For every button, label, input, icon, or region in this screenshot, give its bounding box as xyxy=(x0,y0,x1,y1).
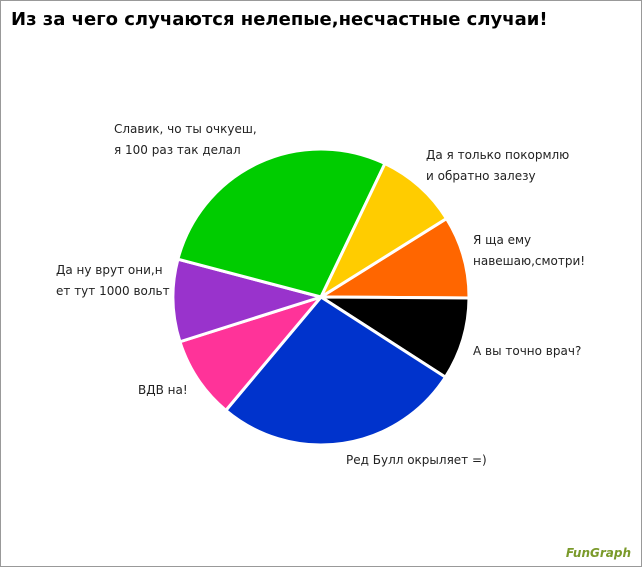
pie-slice xyxy=(317,161,449,302)
slice-label: Ред Булл окрыляет =) xyxy=(346,453,487,467)
slice-label: ВДВ на! xyxy=(138,383,188,397)
slice-label: Я ща ему навешаю,смотри! xyxy=(473,233,586,268)
pie-slice xyxy=(315,216,471,300)
slice-label: Да ну врут они,н ет тут 1000 вольт xyxy=(56,263,170,298)
slice-label: Славик, чо ты очкуеш, я 100 раз так дела… xyxy=(114,122,257,157)
slice-label: А вы точно врач? xyxy=(473,344,582,358)
pie-slice xyxy=(178,294,326,413)
pie-slice xyxy=(176,147,387,299)
chart-title: Из за чего случаются нелепые,несчастные … xyxy=(11,9,548,30)
pie-slice xyxy=(315,295,471,380)
pie-slice xyxy=(223,295,448,447)
pie-slice xyxy=(171,257,327,344)
watermark: FunGraph xyxy=(565,546,631,560)
slice-label: Да я только покормлю и обратно залезу xyxy=(426,148,570,183)
